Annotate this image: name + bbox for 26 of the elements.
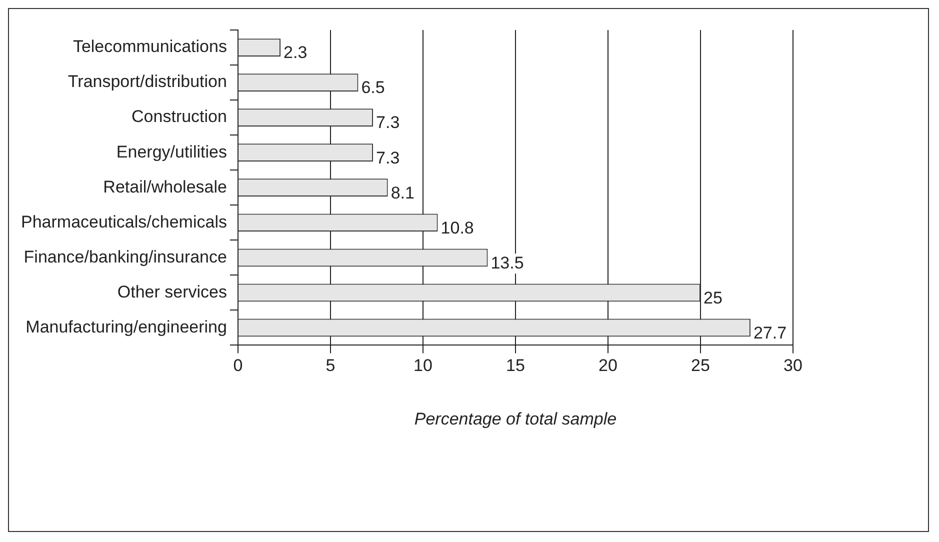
x-tick-label: 10 [414,356,432,376]
y-tick-label: Telecommunications [72,37,227,56]
y-tick-label: Construction [132,107,227,126]
y-tick-label: Manufacturing/engineering [26,317,227,336]
data-label: 25 [703,288,722,308]
data-label: 2.3 [284,43,308,62]
y-tick-label: Energy/utilities [116,142,227,162]
x-tick-label: 20 [598,356,618,376]
data-label: 10.8 [440,218,474,238]
y-tick-label: Finance/banking/insurance [24,247,227,266]
data-label: 7.3 [376,113,400,132]
x-tick-label: 25 [691,356,710,376]
y-tick-label: Retail/wholesale [103,177,227,196]
data-label: 8.1 [390,183,414,202]
data-label: 27.7 [753,323,787,342]
y-tick-label: Pharmaceuticals/chemicals [21,212,227,232]
data-label: 13.5 [490,253,524,272]
x-tick-label: 15 [506,356,525,376]
x-tick-label: 30 [784,356,802,376]
x-tick-label: 0 [233,356,243,376]
y-tick-label: Transport/distribution [68,72,227,92]
x-axis-title: Percentage of total sample [414,410,617,429]
data-label: 6.5 [361,78,385,98]
data-label: 7.3 [376,148,400,168]
y-tick-label: Other services [117,282,227,302]
x-tick-label: 5 [326,356,336,376]
